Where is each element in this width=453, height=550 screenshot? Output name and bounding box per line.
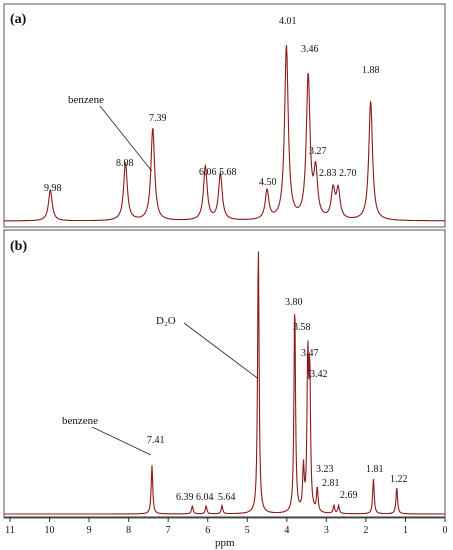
peak-label: 1.22 — [390, 474, 408, 485]
d2o-leader — [183, 322, 258, 379]
peak-label: 3.42 — [310, 369, 328, 380]
peak-label: 3.80 — [285, 297, 303, 308]
peak-label: 3.58 — [293, 322, 311, 333]
peak-labels-b: 7.41 6.39 6.04 5.64 3.80 3.58 3.47 3.42 … — [147, 297, 408, 503]
x-tick-label: 7 — [166, 525, 171, 536]
peak-label: 6.39 — [176, 492, 194, 503]
peak-label: 1.81 — [366, 464, 384, 475]
panel-b-frame — [3, 229, 446, 519]
x-tick-label: 6 — [205, 525, 210, 536]
d2o-annotation: D₂O — [156, 315, 176, 327]
x-axis-ticks: 11 10 9 8 7 6 5 4 3 2 1 0 — [5, 517, 448, 536]
x-tick-label: 8 — [126, 525, 131, 536]
peak-label: 8.08 — [116, 158, 134, 169]
peak-label: 1.88 — [362, 65, 380, 76]
peak-label: 6.06 — [199, 167, 217, 178]
panel-b-letter: (b) — [10, 239, 27, 254]
peak-label: 7.41 — [147, 435, 165, 446]
benzene-leader-a — [99, 105, 153, 172]
peak-label: 3.46 — [301, 44, 319, 55]
peak-label: 7.39 — [149, 113, 167, 124]
x-tick-label: 4 — [284, 525, 289, 536]
peak-label: 4.01 — [279, 16, 297, 27]
peak-label: 2.83 — [319, 168, 337, 179]
x-tick-label: 10 — [45, 525, 55, 536]
x-tick-label: 2 — [363, 525, 368, 536]
x-tick-label: 9 — [87, 525, 92, 536]
x-tick-label: 1 — [403, 525, 408, 536]
peak-label: 6.04 — [196, 492, 214, 503]
panel-a-letter: (a) — [10, 12, 27, 27]
peak-label: 9.98 — [44, 183, 62, 194]
benzene-annotation-a: benzene — [68, 94, 104, 106]
peak-label: 2.81 — [322, 478, 340, 489]
peak-label: 5.68 — [219, 167, 237, 178]
peak-label: 4.50 — [259, 177, 277, 188]
peak-labels-a: 9.98 8.08 7.39 6.06 5.68 4.50 4.01 3.46 … — [44, 16, 380, 194]
x-tick-label: 3 — [324, 525, 329, 536]
peak-label: 2.70 — [339, 168, 357, 179]
peak-label: 5.64 — [218, 492, 236, 503]
x-tick-label: 5 — [245, 525, 250, 536]
x-tick-label: 11 — [5, 525, 15, 536]
benzene-annotation-b: benzene — [62, 415, 98, 427]
benzene-leader-b — [91, 426, 152, 456]
x-tick-label: 0 — [443, 525, 448, 536]
spectrum-b-trace — [4, 251, 445, 515]
peak-label: 3.23 — [316, 464, 334, 475]
peak-label: 3.47 — [301, 348, 319, 359]
panel-a-frame — [3, 3, 446, 228]
peak-label: 2.69 — [340, 490, 358, 501]
spectrum-a-trace — [3, 45, 445, 222]
x-axis-title: ppm — [215, 537, 235, 549]
peak-label: 3.27 — [309, 146, 327, 157]
